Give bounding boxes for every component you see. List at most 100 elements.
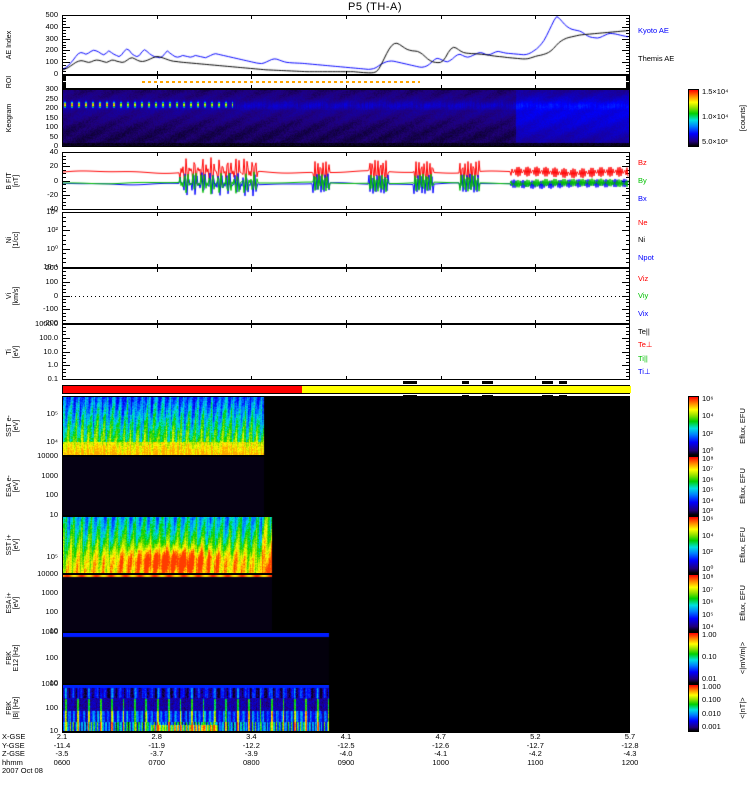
colorbar-fbk-scm	[688, 684, 699, 732]
status-mark	[541, 381, 554, 384]
status-mark	[559, 381, 567, 384]
ytick-vi: 0	[53, 290, 58, 300]
panel-ni	[62, 212, 630, 268]
axis-tick-z_gse: -3.5	[55, 749, 69, 758]
gridline	[251, 212, 252, 216]
status-mark	[482, 381, 493, 384]
legend-label-vi: Vix	[638, 308, 649, 318]
axis-row-label: X-GSE	[2, 732, 26, 741]
plot-canvas-b-fit	[63, 153, 629, 209]
colorbar-tick-fbk-scm: 0.010	[702, 708, 721, 718]
colorbar-esa-electron	[688, 456, 699, 516]
roi-bar	[141, 81, 420, 83]
colorbar-tick-sst-ion: 10⁰	[702, 564, 714, 573]
colorbar-tick-fbk-scm: 1.000	[702, 682, 721, 691]
ytick-ni: 10²	[47, 225, 58, 235]
colorbar-sst-ion	[688, 516, 699, 574]
gridline	[535, 324, 536, 328]
colorbar-tick-sst-electron: 10⁰	[702, 446, 714, 455]
ylabel-b-fit: B FIT [nT]	[6, 172, 20, 190]
colorbar-tick-fbk-e12: 1.00	[702, 630, 717, 639]
ytick-keogram: 150	[45, 112, 58, 122]
gridline	[535, 264, 536, 268]
colorbar-unit-fbk-scm: <|nT|>	[738, 697, 747, 719]
tick-col-ni	[62, 212, 70, 269]
ytick-b-fit: -40	[47, 204, 58, 213]
ytick-esa-electron: 1000	[41, 470, 58, 480]
axis-tick-x_gse: 2.1	[56, 732, 68, 741]
gridline	[535, 320, 536, 324]
legend-label-vi: Viy	[638, 291, 649, 300]
axis-tick-hhmm: 0600	[53, 757, 71, 767]
ytick-keogram: 0	[53, 141, 58, 150]
colorbar-tick-esa-electron: 10⁵	[702, 485, 714, 495]
axis-tick-z_gse: -3.9	[244, 749, 258, 758]
ytick-ni: 10⁴	[46, 207, 58, 216]
gridline	[346, 85, 347, 89]
ytick-esa-ion: 100	[45, 607, 58, 616]
colorbar-tick-esa-ion: 10⁶	[702, 597, 714, 606]
colorbar-sst-electron	[688, 396, 699, 456]
ytick-ni: 10⁻¹	[43, 262, 58, 271]
colorbar-tick-fbk-e12: 0.01	[702, 674, 717, 683]
legend-label-ti: Te||	[638, 327, 650, 336]
status-mark	[462, 381, 470, 384]
axis-tick-x_gse: 4.7	[435, 732, 446, 741]
colorbar-tick-fbk-scm: 0.100	[702, 695, 721, 705]
colorbar-tick-esa-ion: 10⁴	[702, 622, 714, 631]
ytick-esa-ion: 10	[49, 626, 58, 635]
gridline	[535, 268, 536, 272]
axis-tick-x_gse: 4.1	[340, 732, 352, 741]
status-mark	[402, 395, 417, 398]
ytick-keogram: 100	[45, 122, 58, 131]
zero-line-vi	[63, 296, 629, 297]
gridline	[346, 264, 347, 268]
gridline	[157, 85, 158, 89]
axis-tick-z_gse: -4.2	[528, 749, 542, 758]
colorbar-tick-esa-electron: 10³	[702, 506, 713, 515]
status-mark	[559, 395, 567, 398]
ylabel-sst-electron: SST e- [eV]	[6, 415, 20, 437]
axis-tick-y_gse: -11.4	[53, 740, 71, 750]
ytick-ae-index: 100	[45, 57, 58, 67]
axis-tick-y_gse: -12.7	[526, 740, 544, 750]
legend-label-ae-index: Kyoto AE	[638, 26, 669, 36]
axis-tick-z_gse: -4.3	[623, 749, 637, 758]
plot-canvas-esa-ion	[63, 575, 629, 631]
colorbar-tick-esa-electron: 10⁶	[702, 474, 714, 484]
colorbar-esa-ion	[688, 574, 699, 632]
colorbar-unit-sst-ion: Eflux, EFU	[738, 527, 747, 563]
gridline	[535, 212, 536, 216]
ytick-ae-index: 400	[45, 21, 58, 31]
legend-label-ti: Ti||	[638, 353, 648, 363]
ytick-ae-index: 200	[45, 45, 58, 55]
ytick-ti: 100.0	[39, 332, 58, 342]
colorbar-fbk-e12	[688, 632, 699, 684]
status-mark	[541, 395, 554, 398]
legend-label-b-fit: Bx	[638, 194, 647, 204]
colorbar-tick-esa-ion: 10⁷	[702, 584, 714, 594]
plot-canvas-sst-electron	[63, 397, 629, 455]
page-title: P5 (TH-A)	[348, 1, 402, 13]
gridline	[346, 376, 347, 380]
ytick-sst-ion: 10⁵	[46, 552, 58, 562]
gridline	[157, 75, 158, 79]
ylabel-sst-ion: SST i+ [eV]	[6, 534, 20, 556]
ytick-ti: 1000.0	[35, 319, 58, 328]
ytick-fbk-scm: 10	[49, 726, 58, 735]
gridline	[441, 268, 442, 272]
axis-tick-y_gse: -12.8	[621, 740, 639, 750]
ytick-sst-electron: 10⁴	[46, 437, 58, 447]
gridline	[346, 268, 347, 272]
axis-row-label: hhmm	[2, 757, 23, 767]
ylabel-vi: Vi [km/s]	[6, 286, 20, 306]
colorbar-tick-sst-electron: 10²	[702, 428, 713, 438]
ylabel-ti: Ti [eV]	[6, 345, 20, 359]
colorbar-tick-sst-electron: 10⁴	[702, 411, 714, 421]
gridline	[157, 268, 158, 272]
ylabel-ni: Ni [1/cc]	[6, 231, 20, 249]
mode-segment	[63, 386, 302, 393]
ytick-keogram: 250	[45, 93, 58, 103]
ytick-vi: 100	[45, 276, 58, 286]
colorbar-tick-esa-electron: 10⁸	[702, 454, 714, 463]
